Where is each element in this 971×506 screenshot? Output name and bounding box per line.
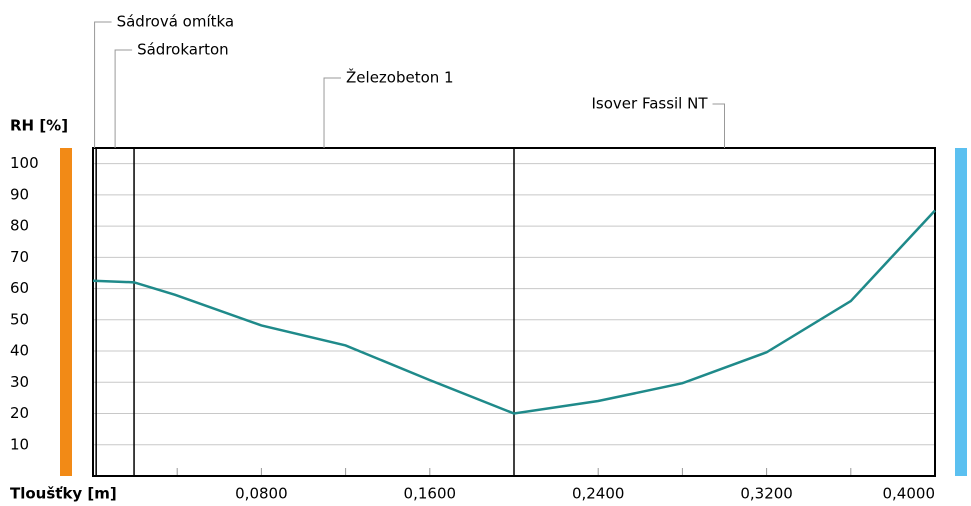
y-tick-label: 80	[10, 217, 29, 235]
y-tick-label: 40	[10, 342, 29, 360]
layer-leader	[94, 21, 112, 148]
x-tick-label: 0,0800	[235, 485, 288, 503]
y-tick-label: 30	[10, 373, 29, 391]
rh-line	[92, 209, 936, 415]
layer-leader	[323, 77, 342, 148]
x-tick-label: 0,2400	[572, 485, 625, 503]
y-tick-label: 100	[10, 154, 39, 172]
layer-label: Železobeton 1	[346, 68, 454, 87]
y-tick-label: 20	[10, 404, 29, 422]
x-tick-label: 0,4000	[883, 485, 936, 503]
y-tick-label: 60	[10, 279, 29, 297]
layer-label: Sádrová omítka	[117, 13, 235, 31]
interior-bar	[60, 148, 72, 476]
x-tick-label: 0,1600	[404, 485, 457, 503]
x-axis-label: Tloušťky [m]	[10, 485, 117, 503]
layer-label: Isover Fassil NT	[591, 95, 708, 113]
y-tick-label: 90	[10, 185, 29, 203]
y-tick-label: 10	[10, 435, 29, 453]
y-axis-label: RH [%]	[10, 117, 68, 135]
layer-label: Sádrokarton	[137, 41, 229, 59]
exterior-bar	[955, 148, 967, 476]
y-tick-label: 50	[10, 310, 29, 328]
layer-leader	[712, 103, 725, 148]
x-tick-label: 0,3200	[740, 485, 793, 503]
layer-leader	[114, 49, 133, 148]
y-tick-label: 70	[10, 248, 29, 266]
